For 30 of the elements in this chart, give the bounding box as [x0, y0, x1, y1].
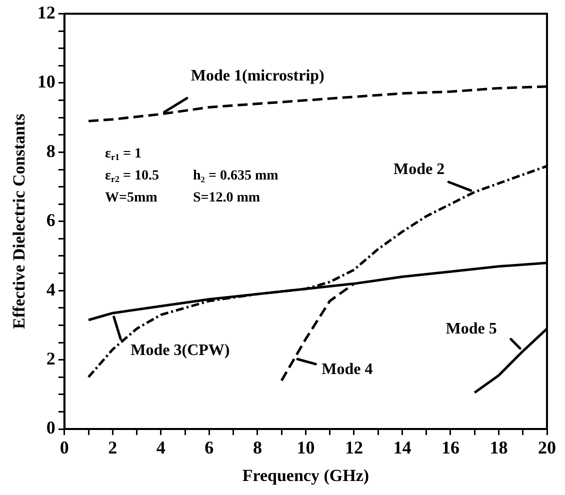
x-tick-label: 14 [393, 437, 412, 458]
annotation: Mode 4 [322, 361, 373, 378]
x-tick-label: 20 [538, 437, 556, 458]
x-tick-label: 12 [344, 437, 363, 458]
x-tick-label: 10 [296, 437, 315, 458]
y-tick-label: 6 [46, 210, 56, 230]
x-tick-label: 0 [60, 437, 69, 458]
y-tick-label: 4 [46, 279, 56, 300]
annotation: Mode 3(CPW) [130, 342, 230, 360]
annotation: Mode 5 [446, 320, 497, 338]
annotation: εr2 = 10.5 [105, 168, 159, 184]
annotation: Mode 1(microstrip) [190, 67, 324, 84]
x-tick-label: 2 [108, 437, 118, 458]
annotation: S=12.0 mm [193, 190, 260, 206]
x-tick-label: 18 [490, 437, 508, 458]
x-tick-label: 16 [441, 437, 460, 458]
y-tick-label: 2 [46, 348, 56, 368]
annotation: εr1 = 1 [105, 146, 142, 162]
x-tick-label: 6 [204, 437, 214, 458]
annotation: Mode 2 [394, 161, 445, 178]
annotation: h₂ = 0.635 mm [193, 168, 279, 184]
y-tick-label: 0 [46, 418, 56, 438]
y-tick-label: 10 [37, 72, 56, 92]
annotation: W=5mm [105, 190, 158, 206]
y-axis-title: Effective Dielectric Constants [10, 113, 29, 330]
x-tick-label: 4 [156, 437, 166, 458]
y-tick-label: 12 [37, 2, 56, 22]
x-tick-label: 8 [252, 437, 262, 458]
y-tick-label: 8 [46, 140, 56, 161]
x-axis-title: Frequency (GHz) [242, 466, 370, 486]
